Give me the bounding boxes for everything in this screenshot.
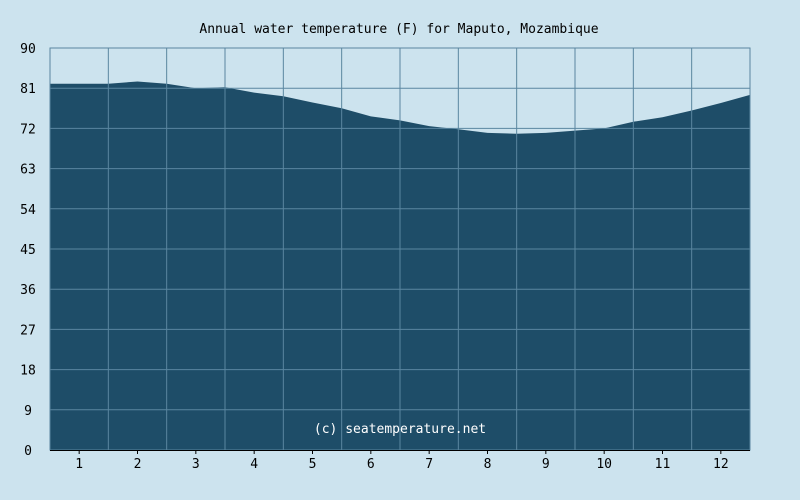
chart-title: Annual water temperature (F) for Maputo,…	[199, 22, 598, 37]
x-tick-label: 1	[75, 457, 83, 472]
y-tick-label: 0	[24, 444, 32, 459]
y-tick-label: 18	[20, 364, 36, 379]
y-tick-label: 27	[20, 323, 36, 338]
y-tick-label: 36	[20, 283, 36, 298]
x-tick-label: 4	[250, 457, 258, 472]
x-tick-label: 5	[309, 457, 317, 472]
y-tick-label: 9	[24, 404, 32, 419]
y-tick-label: 72	[20, 122, 36, 137]
x-tick-label: 12	[713, 457, 729, 472]
grid-layer	[49, 47, 751, 451]
y-tick-label: 81	[20, 82, 36, 97]
y-tick-label: 90	[20, 42, 36, 57]
x-tick-label: 7	[425, 457, 433, 472]
x-axis: 1 2 3 4 5 6 7 8 9 10 11 12	[50, 450, 750, 472]
x-tick-label: 3	[192, 457, 200, 472]
x-tick-label: 2	[134, 457, 142, 472]
x-tick-label: 9	[542, 457, 550, 472]
x-tick-label: 6	[367, 457, 375, 472]
y-tick-label: 54	[20, 203, 36, 218]
x-tick-label: 8	[484, 457, 492, 472]
y-tick-label: 63	[20, 163, 36, 178]
x-tick-label: 10	[596, 457, 612, 472]
y-axis: 0 9 18 27 36 45 54 63 72 81 90	[20, 42, 36, 459]
y-tick-label: 45	[20, 243, 36, 258]
x-tick-label: 11	[655, 457, 671, 472]
watermark: (c) seatemperature.net	[314, 422, 486, 437]
